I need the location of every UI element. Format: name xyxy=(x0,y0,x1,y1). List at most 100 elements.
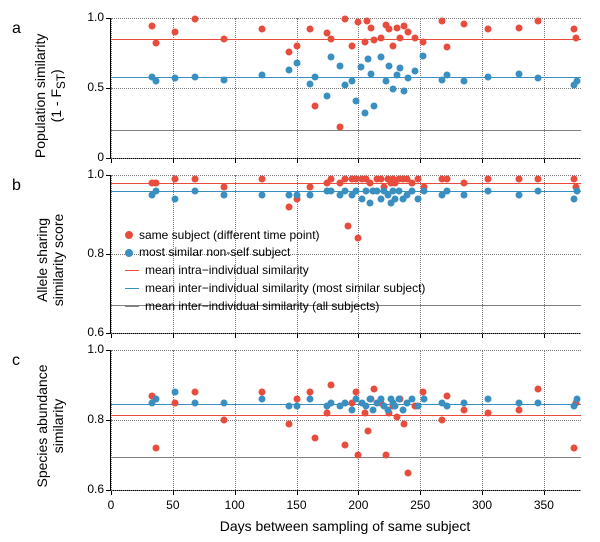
gridline xyxy=(111,490,581,491)
data-point xyxy=(516,191,523,198)
data-point xyxy=(412,34,419,41)
data-point xyxy=(420,396,427,403)
plot-area-a xyxy=(110,18,581,159)
data-point xyxy=(385,406,392,413)
data-point xyxy=(570,195,577,202)
data-point xyxy=(516,406,523,413)
ytick xyxy=(106,254,111,255)
panel-letter-c: c xyxy=(12,352,20,370)
data-point xyxy=(414,175,421,182)
data-point xyxy=(393,72,400,79)
data-point xyxy=(367,71,374,78)
data-point xyxy=(460,179,467,186)
data-point xyxy=(361,410,368,417)
data-point xyxy=(192,389,199,396)
ytick xyxy=(106,490,111,491)
meanline xyxy=(111,130,581,131)
xtick-label: 50 xyxy=(158,498,188,512)
data-point xyxy=(349,406,356,413)
data-point xyxy=(362,403,369,410)
data-point xyxy=(444,175,451,182)
xtick-label: 0 xyxy=(96,498,126,512)
data-point xyxy=(258,396,265,403)
data-point xyxy=(328,54,335,61)
data-point xyxy=(328,399,335,406)
gridline xyxy=(111,333,581,334)
data-point xyxy=(220,399,227,406)
ytick-label: 1.0 xyxy=(72,167,104,181)
data-point xyxy=(359,195,366,202)
data-point xyxy=(341,187,348,194)
meanline xyxy=(111,457,581,458)
data-point xyxy=(152,396,159,403)
data-point xyxy=(396,187,403,194)
data-point xyxy=(534,385,541,392)
data-point xyxy=(258,389,265,396)
data-point xyxy=(366,179,373,186)
ytick-label: 0 xyxy=(72,150,104,164)
data-point xyxy=(220,191,227,198)
data-point xyxy=(258,175,265,182)
data-point xyxy=(460,399,467,406)
data-point xyxy=(172,29,179,36)
data-point xyxy=(412,68,419,75)
data-point xyxy=(341,175,348,182)
data-point xyxy=(355,19,362,26)
data-point xyxy=(382,78,389,85)
ytick xyxy=(106,333,111,334)
data-point xyxy=(336,124,343,131)
data-point xyxy=(258,26,265,33)
data-point xyxy=(352,97,359,104)
plot-area-c: 050100150200250300350 xyxy=(110,350,581,491)
data-point xyxy=(341,16,348,23)
data-point xyxy=(444,392,451,399)
data-point xyxy=(393,413,400,420)
data-point xyxy=(328,187,335,194)
gridline xyxy=(111,420,581,421)
data-point xyxy=(444,44,451,51)
ytick xyxy=(106,158,111,159)
data-point xyxy=(404,29,411,36)
data-point xyxy=(192,16,199,23)
data-point xyxy=(312,103,319,110)
data-point xyxy=(355,452,362,459)
ytick xyxy=(106,420,111,421)
legend-item: same subject (different time point) xyxy=(125,227,425,244)
data-point xyxy=(439,17,446,24)
data-point xyxy=(192,399,199,406)
data-point xyxy=(349,78,356,85)
data-point xyxy=(293,43,300,50)
data-point xyxy=(534,175,541,182)
meanline xyxy=(111,415,581,416)
data-point xyxy=(570,175,577,182)
legend-label: mean inter−individual similarity (all su… xyxy=(145,298,379,315)
data-point xyxy=(307,389,314,396)
data-point xyxy=(349,43,356,50)
data-point xyxy=(460,406,467,413)
data-point xyxy=(312,73,319,80)
legend-line-icon xyxy=(125,306,139,307)
data-point xyxy=(386,26,393,33)
data-point xyxy=(192,175,199,182)
data-point xyxy=(341,82,348,89)
data-point xyxy=(371,385,378,392)
data-point xyxy=(516,71,523,78)
data-point xyxy=(401,420,408,427)
meanline xyxy=(111,183,581,184)
data-point xyxy=(401,87,408,94)
data-point xyxy=(293,59,300,66)
data-point xyxy=(377,34,384,41)
legend-dot-icon xyxy=(125,231,133,239)
data-point xyxy=(286,66,293,73)
data-point xyxy=(258,72,265,79)
data-point xyxy=(220,183,227,190)
data-point xyxy=(172,195,179,202)
data-point xyxy=(570,403,577,410)
gridline xyxy=(111,350,581,351)
data-point xyxy=(286,191,293,198)
data-point xyxy=(534,75,541,82)
data-point xyxy=(152,78,159,85)
data-point xyxy=(390,43,397,50)
data-point xyxy=(361,110,368,117)
data-point xyxy=(392,195,399,202)
